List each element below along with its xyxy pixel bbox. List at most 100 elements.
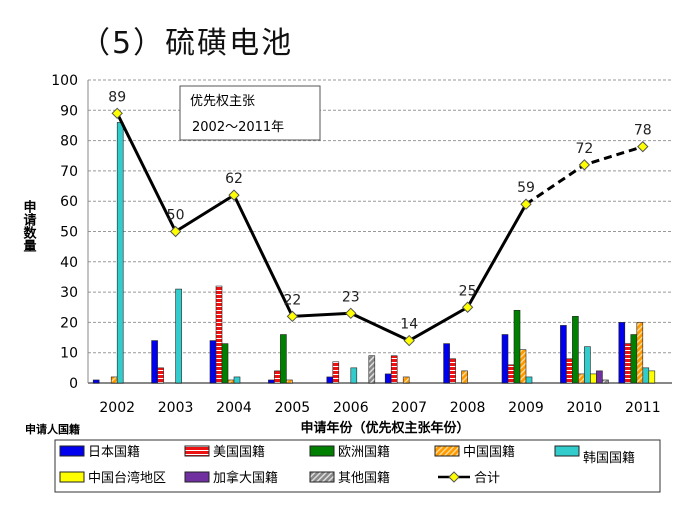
bar-美国国籍-2004 <box>215 285 223 384</box>
bar-日本国籍-2008 <box>443 343 450 384</box>
total-marker <box>111 107 123 120</box>
legend-swatch <box>309 445 335 457</box>
bar-其他国籍-2010 <box>602 379 609 384</box>
legend-label: 中国国籍 <box>463 444 515 460</box>
bar-韩国国籍-2002 <box>116 122 124 384</box>
bar-日本国籍-2011 <box>618 322 626 384</box>
bar-日本国籍-2005 <box>268 379 275 384</box>
bar-美国国籍-2005 <box>274 370 281 384</box>
total-marker <box>345 307 357 320</box>
y-tick-label: 80 <box>60 134 78 150</box>
legend-swatch <box>554 445 580 457</box>
total-line <box>115 112 528 343</box>
bar-美国国籍-2010 <box>566 358 573 384</box>
legend-swatch <box>59 471 85 483</box>
bar-中国国籍-2005 <box>286 379 293 384</box>
total-marker <box>461 301 474 313</box>
bar-日本国籍-2004 <box>209 340 217 384</box>
legend-label: 欧洲国籍 <box>338 444 390 460</box>
y-axis-label: 申请数量 <box>21 199 37 253</box>
total-data-label: 62 <box>225 171 243 187</box>
total-data-label: 22 <box>283 292 301 308</box>
total-data-label: 72 <box>575 141 593 157</box>
x-tick-label: 2006 <box>333 400 369 416</box>
bar-美国国籍-2006 <box>332 361 340 384</box>
bar-中国国籍-2007 <box>402 376 410 384</box>
bar-日本国籍-2010 <box>560 325 567 384</box>
x-tick-label: 2011 <box>625 400 661 416</box>
legend-swatch <box>309 471 335 483</box>
bar-中国国籍-2002 <box>110 376 118 384</box>
bar-韩国国籍-2011 <box>642 367 650 384</box>
y-tick-label: 70 <box>60 164 78 180</box>
bar-中国国籍-2011 <box>636 322 644 384</box>
total-marker <box>228 189 240 201</box>
bar-韩国国籍-2004 <box>233 376 241 384</box>
bar-欧洲国籍-2005 <box>280 334 287 384</box>
total-marker <box>520 198 532 210</box>
legend-label: 日本国籍 <box>88 444 140 460</box>
legend-swatch <box>434 445 460 457</box>
y-tick-label: 100 <box>51 73 78 89</box>
bar-中国台湾地区-2011 <box>648 370 656 384</box>
total-data-label: 23 <box>342 289 360 305</box>
page-title: （5）硫磺电池 <box>80 26 294 61</box>
bar-韩国国籍-2010 <box>584 346 591 384</box>
bar-欧洲国籍-2010 <box>572 316 579 384</box>
total-data-label: 14 <box>400 317 418 333</box>
bar-其他国籍-2006 <box>368 355 376 384</box>
y-tick-label: 0 <box>69 376 78 392</box>
legend-swatch <box>184 445 210 457</box>
x-tick-label: 2008 <box>450 400 486 416</box>
bar-美国国籍-2009 <box>507 364 515 384</box>
annotation-box <box>179 85 321 141</box>
total-marker <box>637 140 649 153</box>
bar-中国国籍-2009 <box>519 349 527 384</box>
bar-日本国籍-2006 <box>326 376 334 384</box>
legend-swatch <box>184 471 210 483</box>
legend-label: 美国国籍 <box>213 444 265 460</box>
annotation-line-2: 2002～2011年 <box>192 120 284 135</box>
y-tick-label: 30 <box>60 285 78 301</box>
y-tick-label: 90 <box>60 103 78 119</box>
y-tick-label: 50 <box>60 225 78 241</box>
total-marker <box>286 310 299 323</box>
y-tick-label: 40 <box>60 255 78 271</box>
total-data-label: 78 <box>634 123 652 139</box>
total-data-label: 59 <box>517 180 535 196</box>
bar-日本国籍-2003 <box>151 340 158 384</box>
bar-美国国籍-2003 <box>157 367 164 384</box>
x-axis-label: 申请年份（优先权主张年份） <box>300 420 469 436</box>
bar-韩国国籍-2009 <box>525 376 533 384</box>
x-tick-label: 2010 <box>567 400 603 416</box>
bar-韩国国籍-2006 <box>350 367 358 384</box>
x-tick-label: 2003 <box>158 400 194 416</box>
bar-中国国籍-2004 <box>227 379 235 384</box>
total-data-label: 89 <box>108 89 126 105</box>
legend-label: 其他国籍 <box>338 470 390 486</box>
legend-swatch <box>59 445 85 457</box>
total-data-label: 50 <box>167 208 185 224</box>
x-tick-label: 2005 <box>275 400 311 416</box>
x-tick-label: 2004 <box>216 400 252 416</box>
y-tick-label: 20 <box>60 315 78 331</box>
total-marker <box>578 159 591 171</box>
legend-label: 中国台湾地区 <box>88 470 166 486</box>
bar-美国国籍-2008 <box>449 358 456 384</box>
x-tick-label: 2002 <box>99 400 135 416</box>
legend-label: 加拿大国籍 <box>213 470 278 486</box>
bar-欧洲国籍-2011 <box>630 334 638 384</box>
bar-韩国国籍-2003 <box>175 288 182 384</box>
annotation-line-1: 优先权主张 <box>190 93 255 109</box>
bar-欧洲国籍-2004 <box>221 343 229 384</box>
bar-日本国籍-2009 <box>501 334 509 384</box>
bar-日本国籍-2007 <box>384 373 392 384</box>
bar-美国国籍-2007 <box>390 355 398 384</box>
x-tick-label: 2009 <box>508 400 544 416</box>
bar-日本国籍-2002 <box>92 379 100 384</box>
x-tick-label: 2007 <box>391 400 427 416</box>
bar-加拿大国籍-2010 <box>596 370 603 384</box>
bar-欧洲国籍-2009 <box>513 309 521 384</box>
